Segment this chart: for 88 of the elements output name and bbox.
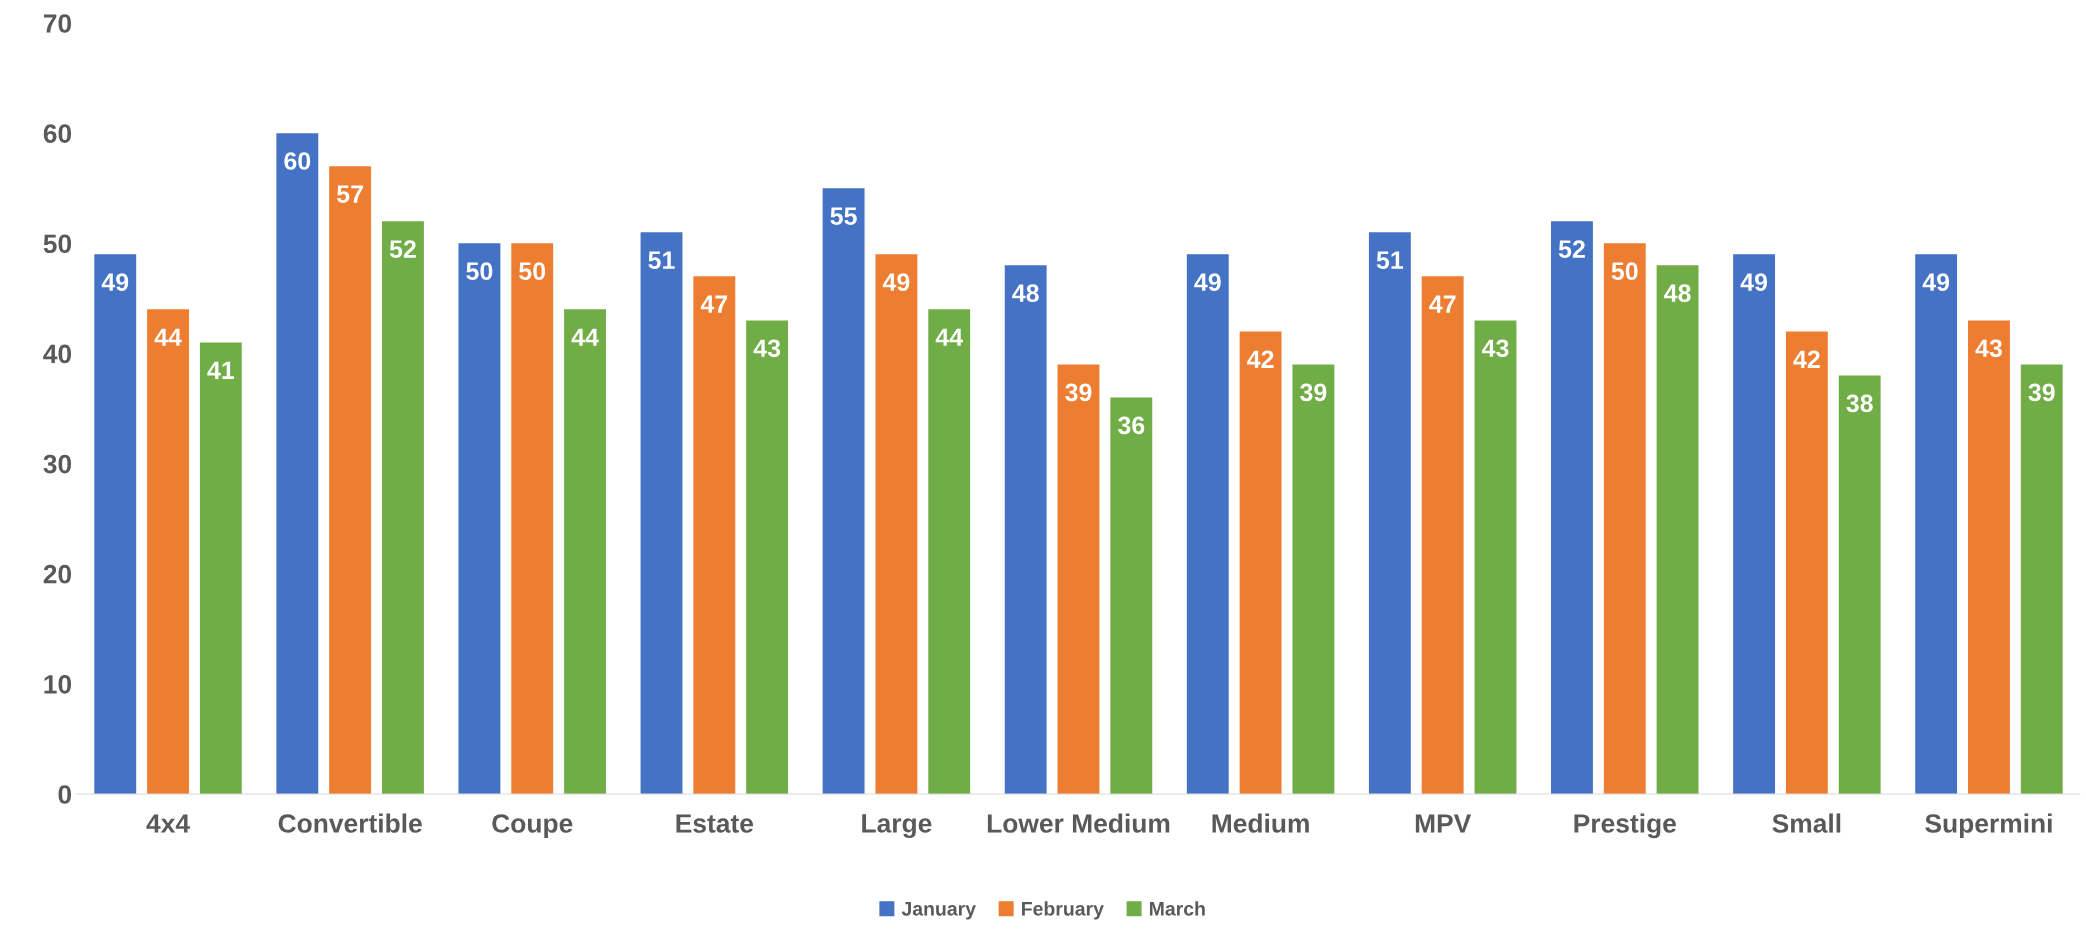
x-tick-label: Supermini bbox=[1925, 813, 2052, 839]
data-label: 36 bbox=[1117, 416, 1145, 435]
data-label: 49 bbox=[882, 273, 910, 292]
data-label: 39 bbox=[2028, 383, 2055, 402]
bar bbox=[564, 309, 606, 794]
legend-label: February bbox=[1022, 901, 1104, 920]
bar bbox=[1186, 254, 1229, 794]
data-label: 43 bbox=[1975, 339, 2002, 358]
data-label: 49 bbox=[101, 273, 129, 292]
x-tick-label: Medium bbox=[1212, 813, 1309, 833]
x-tick-label: Coupe bbox=[492, 814, 573, 839]
x-tick-label: Estate bbox=[676, 814, 754, 833]
data-label: 39 bbox=[1065, 383, 1092, 402]
bar bbox=[1603, 243, 1646, 794]
bar bbox=[1785, 331, 1828, 794]
legend-label: March bbox=[1149, 901, 1205, 916]
data-label: 57 bbox=[337, 185, 363, 203]
data-label: 39 bbox=[1300, 383, 1327, 402]
bar bbox=[1292, 364, 1335, 794]
bar bbox=[1421, 276, 1464, 794]
data-label: 50 bbox=[519, 262, 546, 281]
bar bbox=[822, 188, 865, 794]
data-label: 38 bbox=[1846, 394, 1873, 413]
x-tick-label: Small bbox=[1772, 813, 1841, 833]
bar bbox=[2020, 364, 2063, 794]
data-label: 50 bbox=[466, 262, 493, 281]
bar bbox=[199, 342, 242, 794]
data-label: 49 bbox=[1194, 273, 1221, 292]
bar bbox=[1004, 265, 1047, 794]
bar bbox=[1838, 375, 1881, 794]
data-label: 44 bbox=[935, 328, 963, 346]
data-label: 44 bbox=[571, 328, 599, 346]
bar bbox=[276, 133, 319, 794]
y-tick-label: 30 bbox=[43, 454, 72, 474]
bar bbox=[1057, 364, 1100, 794]
bar bbox=[147, 309, 189, 794]
data-label: 47 bbox=[700, 295, 728, 313]
bar bbox=[746, 320, 789, 794]
y-tick-label: 10 bbox=[44, 674, 72, 694]
y-tick-label: 60 bbox=[43, 124, 72, 143]
bar bbox=[1915, 254, 1958, 794]
bar bbox=[1110, 397, 1153, 794]
x-tick-label: Convertible bbox=[278, 813, 422, 833]
data-label: 51 bbox=[648, 251, 675, 269]
data-label: 51 bbox=[1376, 251, 1404, 269]
bar bbox=[1368, 232, 1411, 794]
bar bbox=[458, 243, 501, 794]
y-tick-label: 20 bbox=[43, 564, 72, 584]
data-label: 52 bbox=[1558, 240, 1585, 258]
x-tick-label: Lower Medium bbox=[987, 813, 1170, 833]
bar bbox=[640, 232, 683, 794]
data-label: 50 bbox=[1611, 262, 1638, 281]
x-tick-label: MPV bbox=[1415, 814, 1472, 833]
data-label: 41 bbox=[207, 361, 235, 379]
legend-label: January bbox=[901, 902, 976, 920]
data-label: 48 bbox=[1012, 284, 1039, 303]
y-tick-label: 70 bbox=[43, 14, 72, 33]
bar bbox=[329, 166, 372, 794]
data-label: 47 bbox=[1429, 295, 1456, 313]
bar bbox=[1733, 254, 1775, 794]
data-label: 48 bbox=[1664, 284, 1691, 303]
data-label: 42 bbox=[1793, 350, 1820, 368]
y-tick-label: 50 bbox=[43, 234, 72, 254]
bar bbox=[94, 254, 137, 794]
y-tick-label: 0 bbox=[58, 785, 72, 804]
data-label: 60 bbox=[284, 152, 311, 170]
bar bbox=[875, 254, 918, 794]
bar bbox=[693, 276, 736, 794]
data-label: 43 bbox=[1481, 339, 1509, 358]
bar bbox=[1656, 265, 1699, 794]
data-label: 42 bbox=[1247, 350, 1274, 368]
bar bbox=[1474, 320, 1517, 794]
data-label: 55 bbox=[830, 207, 857, 225]
bar bbox=[382, 221, 424, 794]
y-tick-label: 40 bbox=[43, 344, 72, 364]
data-label: 49 bbox=[1922, 273, 1950, 292]
data-label: 52 bbox=[389, 240, 416, 258]
x-tick-label: Prestige bbox=[1574, 813, 1676, 839]
bar bbox=[1551, 221, 1593, 794]
data-label: 49 bbox=[1740, 273, 1768, 292]
x-tick-label: 4x4 bbox=[146, 814, 190, 833]
data-label: 43 bbox=[753, 339, 781, 358]
data-label: 44 bbox=[154, 328, 182, 346]
bar bbox=[511, 243, 554, 794]
x-tick-label: Large bbox=[862, 814, 932, 839]
bar bbox=[928, 309, 971, 794]
bar bbox=[1239, 331, 1282, 794]
bar bbox=[1968, 320, 2010, 794]
